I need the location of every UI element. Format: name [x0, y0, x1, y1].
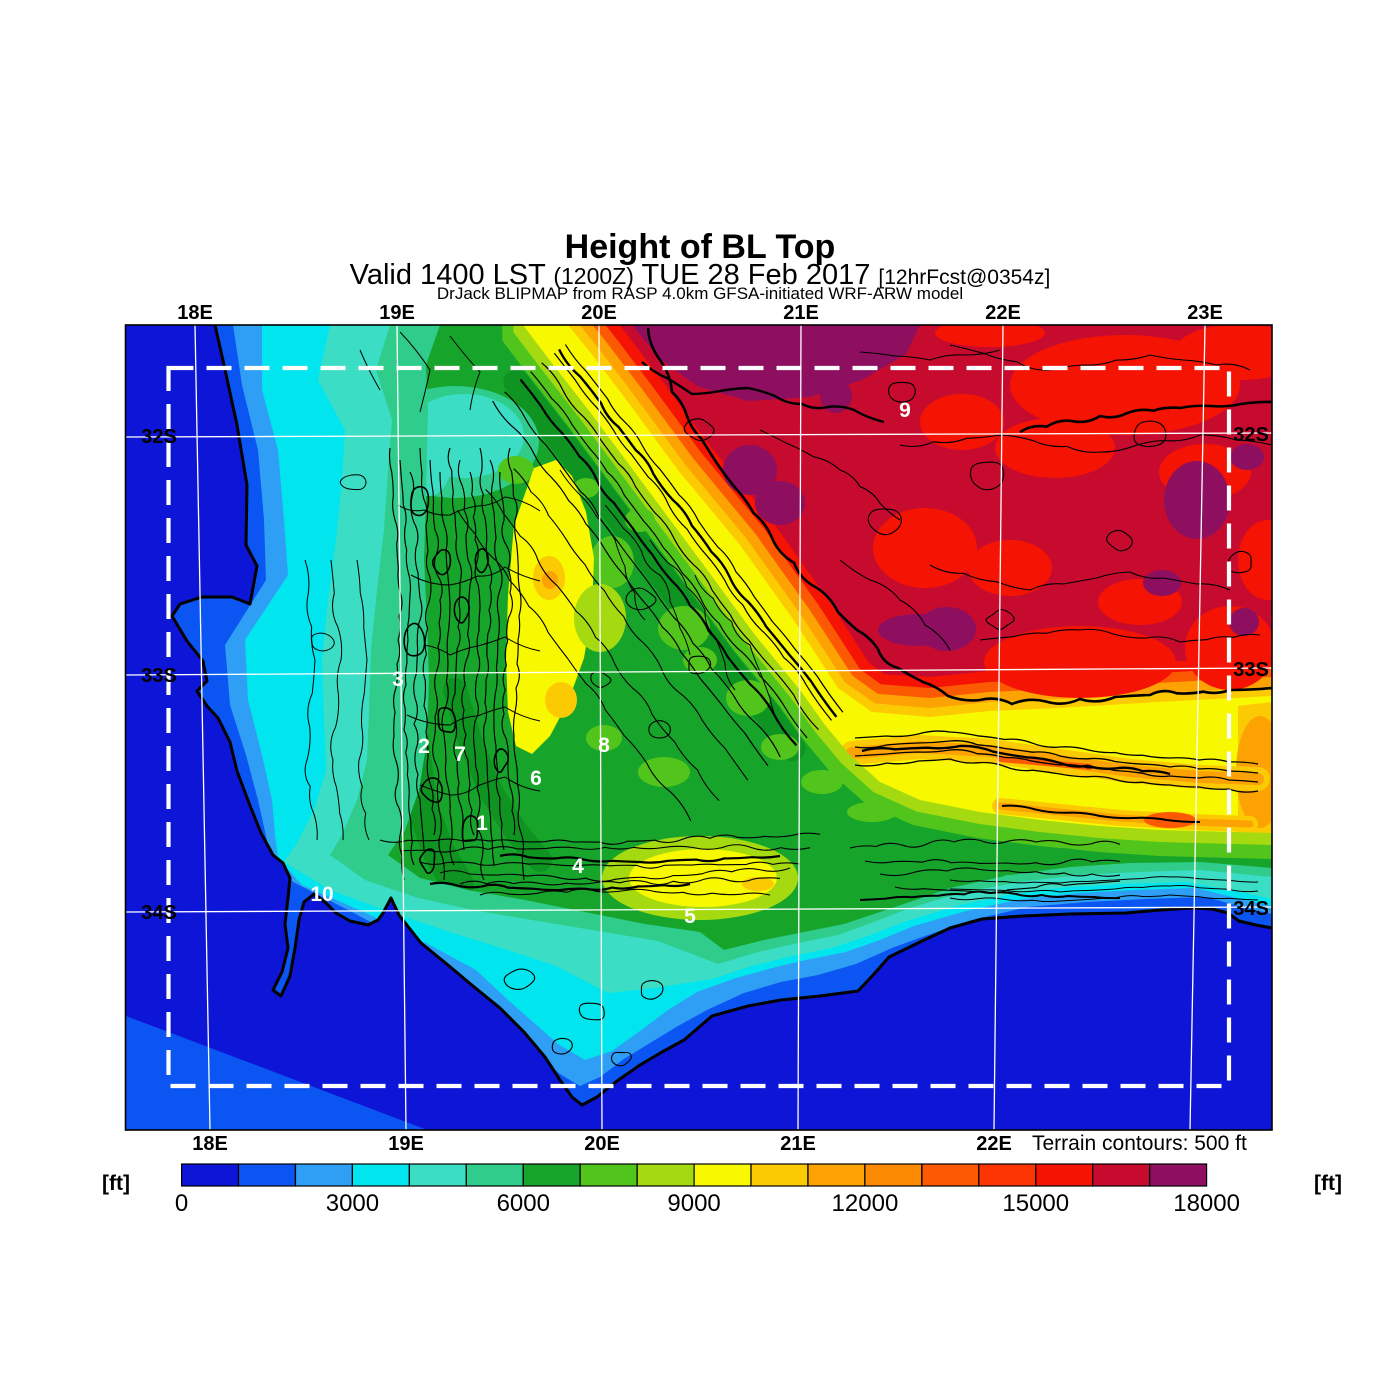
svg-text:18E: 18E: [177, 302, 213, 324]
svg-text:6000: 6000: [497, 1190, 550, 1217]
svg-text:22E: 22E: [985, 302, 1021, 324]
svg-text:23E: 23E: [1187, 302, 1223, 324]
svg-text:6: 6: [530, 767, 542, 790]
svg-text:34S: 34S: [141, 902, 177, 924]
svg-text:33S: 33S: [1233, 659, 1269, 681]
svg-text:32S: 32S: [141, 426, 177, 448]
svg-text:19E: 19E: [388, 1133, 424, 1155]
svg-text:34S: 34S: [1233, 898, 1269, 920]
svg-text:33S: 33S: [141, 665, 177, 687]
svg-text:7: 7: [454, 743, 466, 766]
svg-text:18E: 18E: [192, 1133, 228, 1155]
svg-text:DrJack BLIPMAP from RASP 4.0km: DrJack BLIPMAP from RASP 4.0km GFSA-init…: [437, 284, 963, 303]
svg-text:[ft]: [ft]: [102, 1172, 130, 1195]
svg-text:18000: 18000: [1173, 1190, 1240, 1217]
svg-text:[ft]: [ft]: [1314, 1172, 1342, 1195]
svg-text:32S: 32S: [1233, 424, 1269, 446]
svg-text:0: 0: [175, 1190, 188, 1217]
svg-text:Height of BL Top: Height of BL Top: [565, 228, 836, 266]
svg-text:2: 2: [418, 735, 430, 758]
svg-text:9000: 9000: [667, 1190, 720, 1217]
svg-text:22E: 22E: [976, 1133, 1012, 1155]
svg-text:Terrain contours: 500 ft: Terrain contours: 500 ft: [1032, 1132, 1247, 1155]
svg-text:3: 3: [392, 668, 404, 691]
svg-text:1: 1: [476, 812, 488, 835]
svg-text:12000: 12000: [832, 1190, 899, 1217]
svg-text:20E: 20E: [581, 302, 617, 324]
svg-text:20E: 20E: [584, 1133, 620, 1155]
svg-text:4: 4: [572, 855, 584, 878]
svg-text:3000: 3000: [326, 1190, 379, 1217]
svg-text:9: 9: [899, 399, 911, 422]
svg-text:21E: 21E: [783, 302, 819, 324]
svg-text:8: 8: [598, 734, 610, 757]
svg-text:21E: 21E: [780, 1133, 816, 1155]
svg-text:5: 5: [684, 905, 696, 928]
svg-text:15000: 15000: [1002, 1190, 1069, 1217]
svg-text:19E: 19E: [379, 302, 415, 324]
svg-text:10: 10: [310, 883, 333, 906]
